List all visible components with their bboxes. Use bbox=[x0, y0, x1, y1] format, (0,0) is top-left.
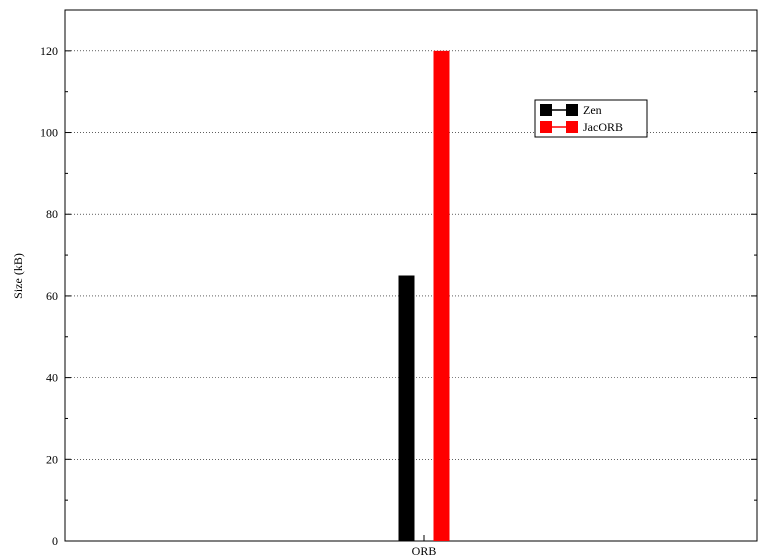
y-tick-label: 0 bbox=[52, 534, 58, 548]
y-tick-label: 80 bbox=[46, 207, 58, 221]
bar-jacorb-orb bbox=[433, 50, 450, 541]
legend-label-zen: Zen bbox=[583, 103, 602, 117]
bar-zen-orb bbox=[398, 275, 415, 541]
legend-label-jacorb: JacORB bbox=[583, 120, 623, 134]
y-tick-label: 120 bbox=[40, 44, 58, 58]
legend-swatch-zen-end bbox=[566, 104, 578, 116]
y-tick-label: 20 bbox=[46, 452, 58, 466]
x-axis-ticks: ORB bbox=[412, 535, 437, 558]
y-axis-ticks: 0 20 40 60 80 100 120 bbox=[40, 44, 757, 548]
y-tick-label: 100 bbox=[40, 126, 58, 140]
y-axis-title: Size (kB) bbox=[11, 253, 25, 299]
x-tick-label: ORB bbox=[412, 544, 437, 558]
legend-swatch-jacorb bbox=[540, 121, 552, 133]
legend: Zen JacORB bbox=[534, 99, 648, 138]
legend-swatch-jacorb-end bbox=[566, 121, 578, 133]
legend-box bbox=[534, 99, 648, 138]
y-tick-label: 40 bbox=[46, 371, 58, 385]
legend-swatch-zen bbox=[540, 104, 552, 116]
y-tick-label: 60 bbox=[46, 289, 58, 303]
bars bbox=[398, 50, 450, 541]
